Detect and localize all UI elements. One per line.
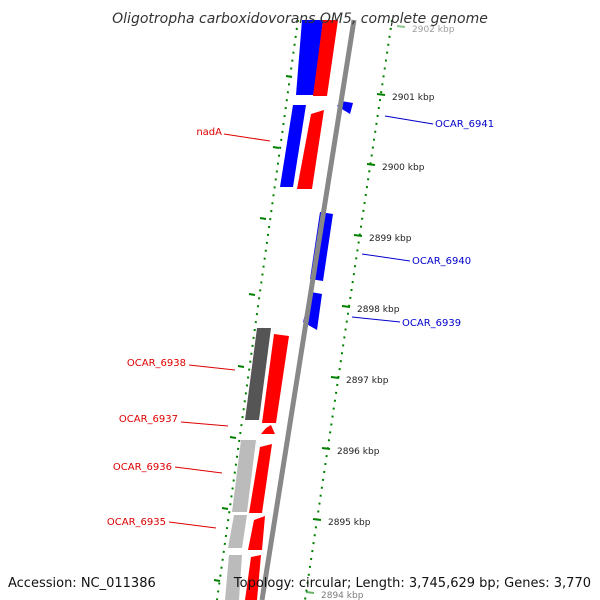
scale-tick-label: 2902 kbp bbox=[412, 25, 455, 35]
gene-label: OCAR_6936 bbox=[113, 462, 172, 473]
scale-tick-mark bbox=[366, 163, 376, 166]
scale-tick-mark bbox=[396, 25, 406, 28]
backbone-line bbox=[259, 19, 357, 600]
forward-feature-nada bbox=[297, 110, 324, 189]
scale-tick-label: 2894 kbp bbox=[321, 591, 364, 600]
gene-labels: OCAR_6941 OCAR_6940 OCAR_6939 nadA OCAR_6938… bbox=[107, 115, 494, 529]
gene-label-leader bbox=[384, 115, 434, 125]
gene-label-leader bbox=[168, 521, 217, 529]
gc-block-light-1 bbox=[232, 440, 256, 512]
forward-feature-ocar6936 bbox=[249, 444, 272, 513]
gene-label-leader bbox=[351, 316, 401, 323]
gene-label-leader bbox=[174, 466, 223, 474]
gene-label-leader bbox=[223, 133, 271, 142]
scale-tick-label: 2897 kbp bbox=[346, 376, 389, 386]
map-title: Oligotropha carboxidovorans OM5, complet… bbox=[112, 11, 488, 27]
scale-tick-mark bbox=[312, 518, 322, 521]
topology-text: Topology: circular; Length: 3,745,629 bp… bbox=[233, 576, 591, 591]
scale-tick-mark bbox=[305, 591, 315, 594]
scale-tick-label: 2899 kbp bbox=[369, 234, 412, 244]
gene-label: nadA bbox=[196, 127, 222, 138]
gene-label: OCAR_6940 bbox=[412, 256, 471, 267]
scale-tick-label: 2895 kbp bbox=[328, 518, 371, 528]
gene-features bbox=[225, 20, 353, 600]
scale-tick-mark bbox=[376, 93, 386, 96]
forward-feature-ocar6937 bbox=[261, 425, 275, 434]
scale-tick-mark bbox=[330, 376, 340, 379]
inner-major-ticks bbox=[213, 75, 293, 582]
gene-label-leader bbox=[361, 253, 411, 262]
scale-tick-label: 2896 kbp bbox=[337, 447, 380, 457]
scale-tick-mark bbox=[353, 234, 363, 237]
scale-ticks: 2902 kbp 2901 kbp 2900 kbp 2899 kbp 2898 kbp… bbox=[305, 25, 455, 600]
gc-block-dark bbox=[245, 328, 271, 420]
gene-label-leader bbox=[188, 364, 236, 371]
scale-tick-mark bbox=[321, 447, 331, 450]
scale-tick-label: 2898 kbp bbox=[357, 305, 400, 315]
forward-feature-top bbox=[313, 20, 338, 96]
gene-label: OCAR_6938 bbox=[127, 358, 186, 369]
gene-label-leader bbox=[180, 421, 229, 427]
gc-block-light-2 bbox=[228, 515, 247, 548]
scale-tick-mark bbox=[341, 305, 351, 308]
gene-label: OCAR_6935 bbox=[107, 517, 166, 528]
forward-feature-bottom bbox=[245, 555, 261, 600]
scale-tick-label: 2901 kbp bbox=[392, 93, 435, 103]
gene-label: OCAR_6941 bbox=[435, 119, 494, 130]
forward-feature-ocar6935 bbox=[248, 516, 265, 550]
gene-label: OCAR_6939 bbox=[402, 318, 461, 329]
gene-label: OCAR_6937 bbox=[119, 414, 178, 425]
reverse-feature-nada bbox=[280, 105, 306, 187]
accession-text: Accession: NC_011386 bbox=[8, 576, 156, 591]
forward-feature-ocar6938 bbox=[262, 334, 289, 423]
scale-tick-label: 2900 kbp bbox=[382, 163, 425, 173]
gc-block-light-3 bbox=[225, 555, 242, 600]
outer-dotted-guide bbox=[304, 19, 393, 600]
inner-dotted-guide bbox=[216, 19, 299, 600]
